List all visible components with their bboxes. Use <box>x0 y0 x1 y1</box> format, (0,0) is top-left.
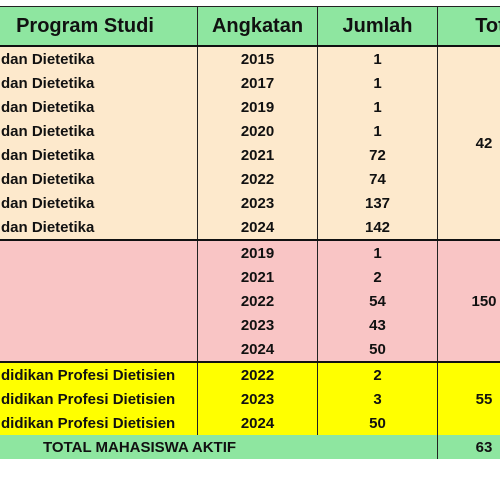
program-cell <box>0 265 198 289</box>
angkatan-cell: 2021 <box>197 265 318 289</box>
table-row: 2024 50 <box>0 337 500 362</box>
angkatan-cell: 2022 <box>197 167 318 191</box>
table-body: dan Dietetika 2015 1 42 dan Dietetika 20… <box>0 45 500 459</box>
program-cell <box>0 337 198 362</box>
angkatan-cell: 2022 <box>197 361 318 387</box>
table-row: dan Dietetika 2020 1 <box>0 119 500 143</box>
program-cell: dan Dietetika <box>0 95 198 119</box>
header-total: Tot <box>437 6 500 47</box>
program-cell <box>0 313 198 337</box>
angkatan-cell: 2015 <box>197 45 318 71</box>
jumlah-cell: 1 <box>317 95 438 119</box>
header-program: Program Studi <box>0 6 198 47</box>
header-jumlah: Jumlah <box>317 6 438 47</box>
table-row: dan Dietetika 2021 72 <box>0 143 500 167</box>
jumlah-cell: 1 <box>317 119 438 143</box>
program-cell: dan Dietetika <box>0 71 198 95</box>
angkatan-cell: 2024 <box>197 337 318 362</box>
group-total-cell: 42 <box>437 45 500 240</box>
table-row: dan Dietetika 2019 1 <box>0 95 500 119</box>
jumlah-cell: 50 <box>317 411 438 435</box>
jumlah-cell: 54 <box>317 289 438 313</box>
jumlah-cell: 1 <box>317 45 438 71</box>
program-cell: dan Dietetika <box>0 215 198 240</box>
total-label: TOTAL MAHASISWA AKTIF <box>0 435 438 459</box>
table-row: didikan Profesi Dietisien 2023 3 <box>0 387 500 411</box>
program-cell: dan Dietetika <box>0 45 198 71</box>
angkatan-cell: 2024 <box>197 215 318 240</box>
jumlah-cell: 142 <box>317 215 438 240</box>
student-table: Program Studi Angkatan Jumlah Tot dan Di… <box>0 6 500 459</box>
table-row: dan Dietetika 2015 1 42 <box>0 45 500 240</box>
angkatan-cell: 2024 <box>197 411 318 435</box>
angkatan-cell: 2020 <box>197 119 318 143</box>
jumlah-cell: 137 <box>317 191 438 215</box>
jumlah-cell: 74 <box>317 167 438 191</box>
jumlah-cell: 2 <box>317 361 438 387</box>
table-row: 2023 43 <box>0 313 500 337</box>
table-row: 2022 54 <box>0 289 500 313</box>
angkatan-cell: 2022 <box>197 289 318 313</box>
angkatan-cell: 2023 <box>197 313 318 337</box>
program-cell: dan Dietetika <box>0 191 198 215</box>
table-row: dan Dietetika 2017 1 <box>0 71 500 95</box>
program-cell <box>0 289 198 313</box>
program-cell: didikan Profesi Dietisien <box>0 361 198 387</box>
header-angkatan: Angkatan <box>197 6 318 47</box>
header-row: Program Studi Angkatan Jumlah Tot <box>0 6 500 47</box>
total-row: TOTAL MAHASISWA AKTIF 63 <box>0 435 500 459</box>
jumlah-cell: 1 <box>317 239 438 265</box>
program-cell: didikan Profesi Dietisien <box>0 411 198 435</box>
jumlah-cell: 3 <box>317 387 438 411</box>
angkatan-cell: 2017 <box>197 71 318 95</box>
angkatan-cell: 2019 <box>197 95 318 119</box>
table-row: didikan Profesi Dietisien 2024 50 <box>0 411 500 435</box>
jumlah-cell: 2 <box>317 265 438 289</box>
jumlah-cell: 72 <box>317 143 438 167</box>
group-total-cell: 55 <box>437 361 500 435</box>
table-row: didikan Profesi Dietisien 2022 2 55 <box>0 361 500 435</box>
table-row: dan Dietetika 2023 137 <box>0 191 500 215</box>
table-row: dan Dietetika 2024 142 <box>0 215 500 240</box>
table-row: 2019 1 150 <box>0 239 500 362</box>
angkatan-cell: 2019 <box>197 239 318 265</box>
table-row: dan Dietetika 2022 74 <box>0 167 500 191</box>
group-total-cell: 150 <box>437 239 500 362</box>
total-value: 63 <box>437 435 500 459</box>
program-cell: didikan Profesi Dietisien <box>0 387 198 411</box>
angkatan-cell: 2021 <box>197 143 318 167</box>
program-cell: dan Dietetika <box>0 143 198 167</box>
program-cell: dan Dietetika <box>0 167 198 191</box>
jumlah-cell: 50 <box>317 337 438 362</box>
angkatan-cell: 2023 <box>197 387 318 411</box>
table-row: 2021 2 <box>0 265 500 289</box>
jumlah-cell: 43 <box>317 313 438 337</box>
jumlah-cell: 1 <box>317 71 438 95</box>
program-cell: dan Dietetika <box>0 119 198 143</box>
program-cell <box>0 239 198 265</box>
angkatan-cell: 2023 <box>197 191 318 215</box>
